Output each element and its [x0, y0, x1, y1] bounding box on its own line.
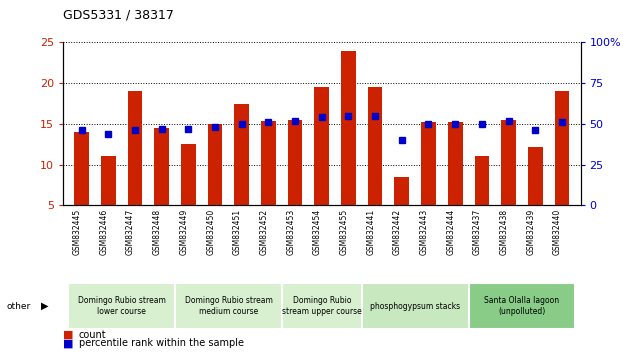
Text: Domingo Rubio stream
lower course: Domingo Rubio stream lower course	[78, 296, 166, 316]
Bar	[235, 104, 249, 205]
Text: GSM832451: GSM832451	[233, 209, 242, 255]
Bar	[368, 87, 382, 205]
Text: GSM832446: GSM832446	[100, 209, 109, 255]
Text: GSM832445: GSM832445	[73, 209, 82, 255]
Bar	[448, 122, 463, 205]
Text: GSM832440: GSM832440	[553, 209, 562, 255]
Text: percentile rank within the sample: percentile rank within the sample	[79, 338, 244, 348]
Text: ■: ■	[63, 330, 74, 339]
Text: GSM832455: GSM832455	[339, 209, 348, 255]
Text: GSM832443: GSM832443	[420, 209, 428, 255]
Text: GSM832454: GSM832454	[313, 209, 322, 255]
Text: ▶: ▶	[41, 301, 49, 311]
Text: GSM832447: GSM832447	[126, 209, 135, 255]
Text: ■: ■	[63, 338, 74, 348]
Text: GSM832442: GSM832442	[393, 209, 402, 255]
Text: GSM832438: GSM832438	[500, 209, 509, 255]
Text: GSM832444: GSM832444	[446, 209, 455, 255]
Bar	[288, 120, 302, 205]
Bar	[314, 87, 329, 205]
Bar	[127, 91, 143, 205]
Text: Santa Olalla lagoon
(unpolluted): Santa Olalla lagoon (unpolluted)	[484, 296, 560, 316]
Bar	[181, 144, 196, 205]
Text: GSM832453: GSM832453	[286, 209, 295, 255]
Text: Domingo Rubio
stream upper course: Domingo Rubio stream upper course	[282, 296, 362, 316]
Text: GSM832448: GSM832448	[153, 209, 162, 255]
Text: GSM832437: GSM832437	[473, 209, 482, 255]
Text: phosphogypsum stacks: phosphogypsum stacks	[370, 302, 460, 311]
Text: GSM832450: GSM832450	[206, 209, 215, 255]
Bar	[475, 156, 489, 205]
Bar	[261, 121, 276, 205]
Bar	[555, 91, 569, 205]
Bar	[528, 147, 543, 205]
Bar	[155, 128, 169, 205]
Text: GSM832441: GSM832441	[366, 209, 375, 255]
Bar	[421, 122, 436, 205]
Bar	[74, 132, 89, 205]
Bar	[208, 124, 223, 205]
Bar	[101, 156, 115, 205]
Text: other: other	[6, 302, 30, 311]
Text: GSM832452: GSM832452	[259, 209, 268, 255]
Bar	[501, 120, 516, 205]
Bar	[341, 51, 356, 205]
Text: count: count	[79, 330, 107, 339]
Text: GSM832449: GSM832449	[179, 209, 189, 255]
Text: GDS5331 / 38317: GDS5331 / 38317	[63, 9, 174, 22]
Text: Domingo Rubio stream
medium course: Domingo Rubio stream medium course	[184, 296, 273, 316]
Bar	[394, 177, 409, 205]
Text: GSM832439: GSM832439	[526, 209, 535, 255]
